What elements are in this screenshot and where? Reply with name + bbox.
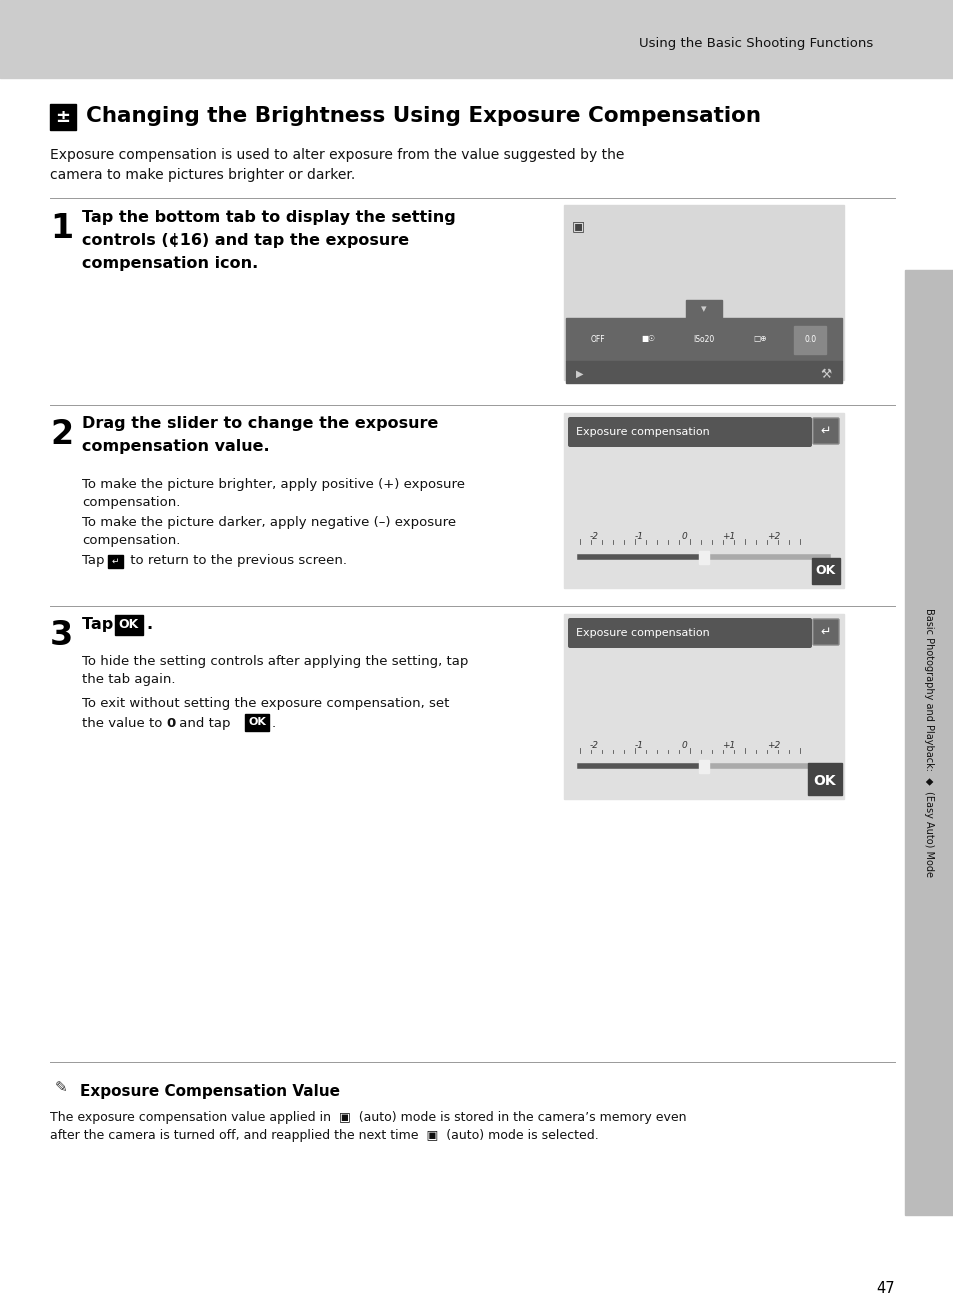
Text: +1: +1 xyxy=(721,741,735,750)
Text: OK: OK xyxy=(119,619,139,632)
Text: and tap: and tap xyxy=(174,717,234,731)
Text: 47: 47 xyxy=(876,1281,894,1296)
Bar xyxy=(50,1077,71,1099)
Bar xyxy=(565,361,841,382)
Text: .: . xyxy=(146,618,152,632)
Text: ↵: ↵ xyxy=(112,557,119,565)
Text: OK: OK xyxy=(248,717,266,727)
Bar xyxy=(811,558,840,583)
Text: OK: OK xyxy=(813,774,836,788)
Text: +2: +2 xyxy=(766,532,780,541)
Bar xyxy=(108,555,123,568)
Bar xyxy=(699,551,708,564)
Text: Drag the slider to change the exposure
compensation value.: Drag the slider to change the exposure c… xyxy=(82,417,438,453)
Text: ⚒: ⚒ xyxy=(820,368,831,381)
Bar xyxy=(699,759,708,773)
Bar xyxy=(245,714,269,731)
Text: 0: 0 xyxy=(166,717,175,731)
Bar xyxy=(904,269,953,1215)
Text: Exposure compensation is used to alter exposure from the value suggested by the
: Exposure compensation is used to alter e… xyxy=(50,148,623,181)
Bar xyxy=(807,763,841,795)
Text: +2: +2 xyxy=(766,741,780,750)
Bar xyxy=(563,614,843,799)
Text: ±: ± xyxy=(55,108,71,126)
Text: Tap: Tap xyxy=(82,555,109,568)
Text: -1: -1 xyxy=(634,741,643,750)
Bar xyxy=(563,413,843,587)
Bar xyxy=(0,0,953,78)
Text: ↵: ↵ xyxy=(820,424,830,438)
Bar xyxy=(563,614,843,799)
Text: ■☉: ■☉ xyxy=(640,335,655,343)
FancyBboxPatch shape xyxy=(812,619,838,645)
Bar xyxy=(565,318,841,361)
Bar xyxy=(794,326,825,353)
Text: Exposure compensation: Exposure compensation xyxy=(576,427,709,438)
Bar xyxy=(563,413,843,587)
Bar xyxy=(115,615,143,635)
Bar xyxy=(685,300,721,318)
Text: OFF: OFF xyxy=(590,335,604,343)
Text: To make the picture brighter, apply positive (+) exposure
compensation.: To make the picture brighter, apply posi… xyxy=(82,478,464,509)
Text: Exposure Compensation Value: Exposure Compensation Value xyxy=(80,1084,339,1099)
Bar xyxy=(50,104,76,130)
Text: To make the picture darker, apply negative (–) exposure
compensation.: To make the picture darker, apply negati… xyxy=(82,516,456,547)
Text: Tap the bottom tab to display the setting
controls (¢16) and tap the exposure
co: Tap the bottom tab to display the settin… xyxy=(82,210,456,271)
Text: 2: 2 xyxy=(50,418,73,451)
Text: 0.0: 0.0 xyxy=(803,335,816,343)
Bar xyxy=(794,326,825,353)
Text: ✎: ✎ xyxy=(54,1080,68,1096)
FancyBboxPatch shape xyxy=(812,418,838,444)
FancyBboxPatch shape xyxy=(567,618,811,648)
Text: +1: +1 xyxy=(721,532,735,541)
Text: 0: 0 xyxy=(680,741,686,750)
Text: 0: 0 xyxy=(680,532,686,541)
FancyBboxPatch shape xyxy=(567,417,811,447)
Text: ISo20: ISo20 xyxy=(693,335,714,343)
Bar xyxy=(563,205,843,380)
Text: 3: 3 xyxy=(50,619,73,652)
Text: ↵: ↵ xyxy=(820,625,830,639)
Text: To exit without setting the exposure compensation, set: To exit without setting the exposure com… xyxy=(82,696,449,710)
Bar xyxy=(699,759,708,773)
Text: Exposure compensation: Exposure compensation xyxy=(576,628,709,639)
Text: To hide the setting controls after applying the setting, tap
the tab again.: To hide the setting controls after apply… xyxy=(82,654,468,686)
Bar xyxy=(699,551,708,564)
Text: ▾: ▾ xyxy=(700,304,706,314)
Bar xyxy=(563,205,843,380)
Text: to return to the previous screen.: to return to the previous screen. xyxy=(126,555,347,568)
Text: Basic Photography and Playback:  ◆  (Easy Auto) Mode: Basic Photography and Playback: ◆ (Easy … xyxy=(923,607,933,876)
Bar xyxy=(807,763,841,795)
Text: the value to: the value to xyxy=(82,717,167,731)
Text: OK: OK xyxy=(815,565,835,577)
Text: .: . xyxy=(272,717,275,731)
Text: Changing the Brightness Using Exposure Compensation: Changing the Brightness Using Exposure C… xyxy=(86,106,760,126)
Text: Using the Basic Shooting Functions: Using the Basic Shooting Functions xyxy=(639,37,872,50)
Text: The exposure compensation value applied in  ▣  (auto) mode is stored in the came: The exposure compensation value applied … xyxy=(50,1112,686,1142)
Text: □⊕: □⊕ xyxy=(753,335,766,343)
Text: -2: -2 xyxy=(589,741,598,750)
Text: Tap: Tap xyxy=(82,618,119,632)
Text: ▣: ▣ xyxy=(572,219,584,233)
Text: 1: 1 xyxy=(50,212,73,244)
Text: -2: -2 xyxy=(589,532,598,541)
Text: ▶: ▶ xyxy=(576,369,583,378)
Text: -1: -1 xyxy=(634,532,643,541)
